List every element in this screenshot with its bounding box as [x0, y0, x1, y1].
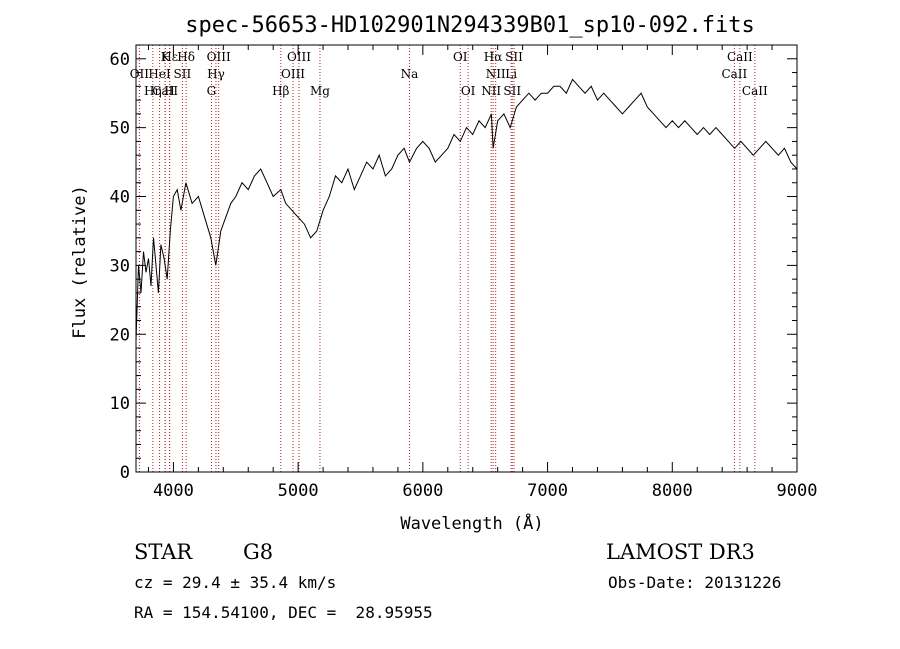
y-tick-label-30: 30 [110, 256, 130, 276]
marker-label-6: H [164, 84, 174, 98]
marker-label-18: OI [461, 84, 476, 98]
chart-title: spec-56653-HD102901N294339B01_sp10-092.f… [185, 13, 755, 38]
y-tick-label-60: 60 [110, 50, 130, 70]
y-tick-label-50: 50 [110, 119, 130, 139]
marker-label-17: OI [453, 50, 468, 64]
object-class: STAR [134, 540, 193, 564]
x-tick-label-6000: 6000 [402, 481, 443, 501]
marker-label-27: CaII [742, 84, 768, 98]
marker-label-25: CaII [727, 50, 753, 64]
subclass: G8 [243, 540, 274, 564]
marker-label-11: G [207, 84, 217, 98]
marker-label-19: Hα [484, 50, 503, 64]
marker-label-24: SII [503, 84, 521, 98]
marker-label-10: Hγ [207, 67, 225, 81]
marker-label-13: OIII [281, 67, 305, 81]
x-tick-label-9000: 9000 [777, 481, 818, 501]
marker-label-14: Hβ [272, 84, 289, 98]
marker-label-12: OIII [287, 50, 311, 64]
marker-label-16: Na [401, 67, 419, 81]
plot-area: 4000 5000 6000 7000 8000 9000 0 10 20 30 40 50 60 Hε O… [110, 44, 818, 501]
obs-date: Obs-Date: 20131226 [608, 573, 782, 592]
x-tick-label-4000: 4000 [153, 481, 194, 501]
y-tick-label-10: 10 [110, 394, 130, 414]
plot-frame [135, 44, 798, 473]
marker-label-26: CaII [721, 67, 747, 81]
marker-label-5: Hη [144, 84, 162, 98]
marker-label-23: NII [481, 84, 501, 98]
marker-label-4: HeI [148, 67, 171, 81]
y-axis-label: Flux (relative) [70, 185, 90, 339]
y-tick-label-0: 0 [120, 463, 130, 483]
marker-label-2: CaII [152, 84, 178, 98]
marker-label-22: Li [505, 67, 517, 81]
x-axis-label: Wavelength (Å) [400, 512, 543, 534]
y-tick-label-40: 40 [110, 188, 130, 208]
marker-label-15: Mg [310, 84, 330, 98]
x-tick-label-5000: 5000 [278, 481, 319, 501]
x-tick-label-8000: 8000 [652, 481, 693, 501]
marker-label-8: Hδ [177, 50, 195, 64]
marker-label-21: NII [486, 67, 506, 81]
coordinates: RA = 154.54100, DEC = 28.95955 [134, 603, 433, 622]
marker-label-9: OIII [207, 50, 231, 64]
y-tick-label-20: 20 [110, 325, 130, 345]
spectrum-line [135, 78, 798, 342]
survey-name: LAMOST DR3 [606, 540, 755, 564]
redshift-readout: cz = 29.4 ± 35.4 km/s [134, 573, 337, 592]
x-tick-label-7000: 7000 [527, 481, 568, 501]
marker-label-20: SII [505, 50, 523, 64]
marker-label-0: Hε [161, 50, 178, 64]
marker-label-3: K [161, 50, 171, 64]
marker-label-1: OII [130, 67, 150, 81]
marker-label-7: SII [174, 67, 192, 81]
